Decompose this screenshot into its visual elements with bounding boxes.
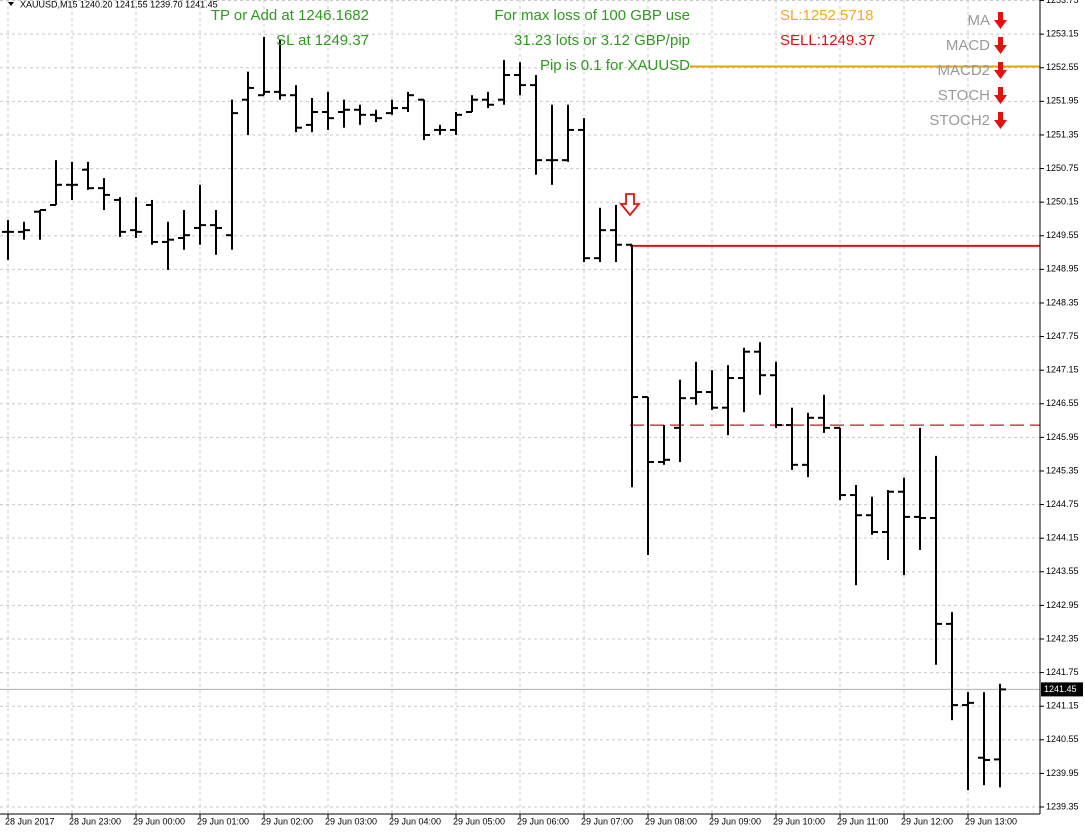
indicator-arrow [994,112,1007,129]
y-tick-label: 1253.15 [1046,29,1079,39]
annotation: 31.23 lots or 3.12 GBP/pip [514,32,690,49]
x-tick-label: 29 Jun 07:00 [581,816,633,826]
sell-arrow [619,193,641,217]
y-tick-label: 1242.95 [1046,600,1079,610]
x-tick-label: 29 Jun 04:00 [389,816,441,826]
indicator-label: MACD2 [937,62,990,79]
bars [2,36,1006,791]
x-tick-label: 29 Jun 06:00 [517,816,569,826]
annotations: TP or Add at 1246.1682 SL at 1249.37 For m… [211,7,1007,129]
x-tick-label: 29 Jun 12:00 [901,816,953,826]
annotation: SL:1252.5718 [780,7,873,24]
y-tick-label: 1243.55 [1046,566,1079,576]
y-tick-label: 1249.55 [1046,230,1079,240]
y-tick-label: 1240.55 [1046,734,1079,744]
x-tick-label: 29 Jun 00:00 [133,816,185,826]
grid [0,0,1040,814]
y-tick-label: 1246.55 [1046,398,1079,408]
price-box [1041,682,1083,697]
x-tick-label: 29 Jun 03:00 [325,816,377,826]
indicator-arrow [994,62,1007,79]
x-tick-label: 29 Jun 11:00 [837,816,888,826]
y-tick-label: 1241.15 [1046,701,1079,711]
x-tick-label: 28 Jun 23:00 [69,816,121,826]
indicator-label: STOCH2 [929,112,990,129]
y-tick-label: 1250.75 [1046,163,1079,173]
header-arrow [8,2,14,6]
y-tick-label: 1251.35 [1046,129,1079,139]
x-tick-label: 29 Jun 10:00 [773,816,825,826]
y-tick-label: 1241.75 [1046,667,1079,677]
x-tick-label: 29 Jun 05:00 [453,816,505,826]
annotation: For max loss of 100 GBP use [494,7,690,24]
x-tick-label: 29 Jun 09:00 [709,816,761,826]
y-tick-label: 1247.75 [1046,331,1079,341]
y-tick-label: 1239.35 [1046,801,1079,811]
price-label: 1241.45 [1044,684,1077,694]
y-tick-label: 1247.15 [1046,365,1079,375]
y-tick-label: 1245.35 [1046,465,1079,475]
y-tick-label: 1239.95 [1046,768,1079,778]
x-tick-label: 28 Jun 2017 [5,816,55,826]
levels [0,65,1040,690]
x-tick-label: 29 Jun 13:00 [965,816,1017,826]
indicator-arrow [994,12,1007,29]
y-tick-label: 1251.95 [1046,96,1079,106]
indicator-arrow [994,87,1007,104]
indicator-label: STOCH [938,87,990,104]
annotation: SELL:1249.37 [780,32,875,49]
y-tick-label: 1248.35 [1046,297,1079,307]
y-tick-label: 1244.15 [1046,533,1079,543]
x-tick-label: 29 Jun 01:00 [197,816,249,826]
y-tick-label: 1252.55 [1046,62,1079,72]
y-tick-label: 1242.35 [1046,633,1079,643]
indicator-label: MA [968,12,991,29]
x-tick-label: 29 Jun 02:00 [261,816,313,826]
y-tick-label: 1248.95 [1046,264,1079,274]
y-tick-label: 1250.15 [1046,197,1079,207]
y-tick-label: 1253.75 [1046,0,1079,5]
annotation: TP or Add at 1246.1682 [211,7,369,24]
indicator-label: MACD [946,37,990,54]
y-tick-label: 1244.75 [1046,499,1079,509]
chart-header: XAUUSD,M15 1240.20 1241.55 1239.70 1241.… [20,0,218,9]
indicator-arrow [994,37,1007,54]
y-tick-label: 1245.95 [1046,432,1079,442]
x-tick-label: 29 Jun 08:00 [645,816,697,826]
annotation: Pip is 0.1 for XAUUSD [540,57,690,74]
annotation: SL at 1249.37 [276,32,369,49]
